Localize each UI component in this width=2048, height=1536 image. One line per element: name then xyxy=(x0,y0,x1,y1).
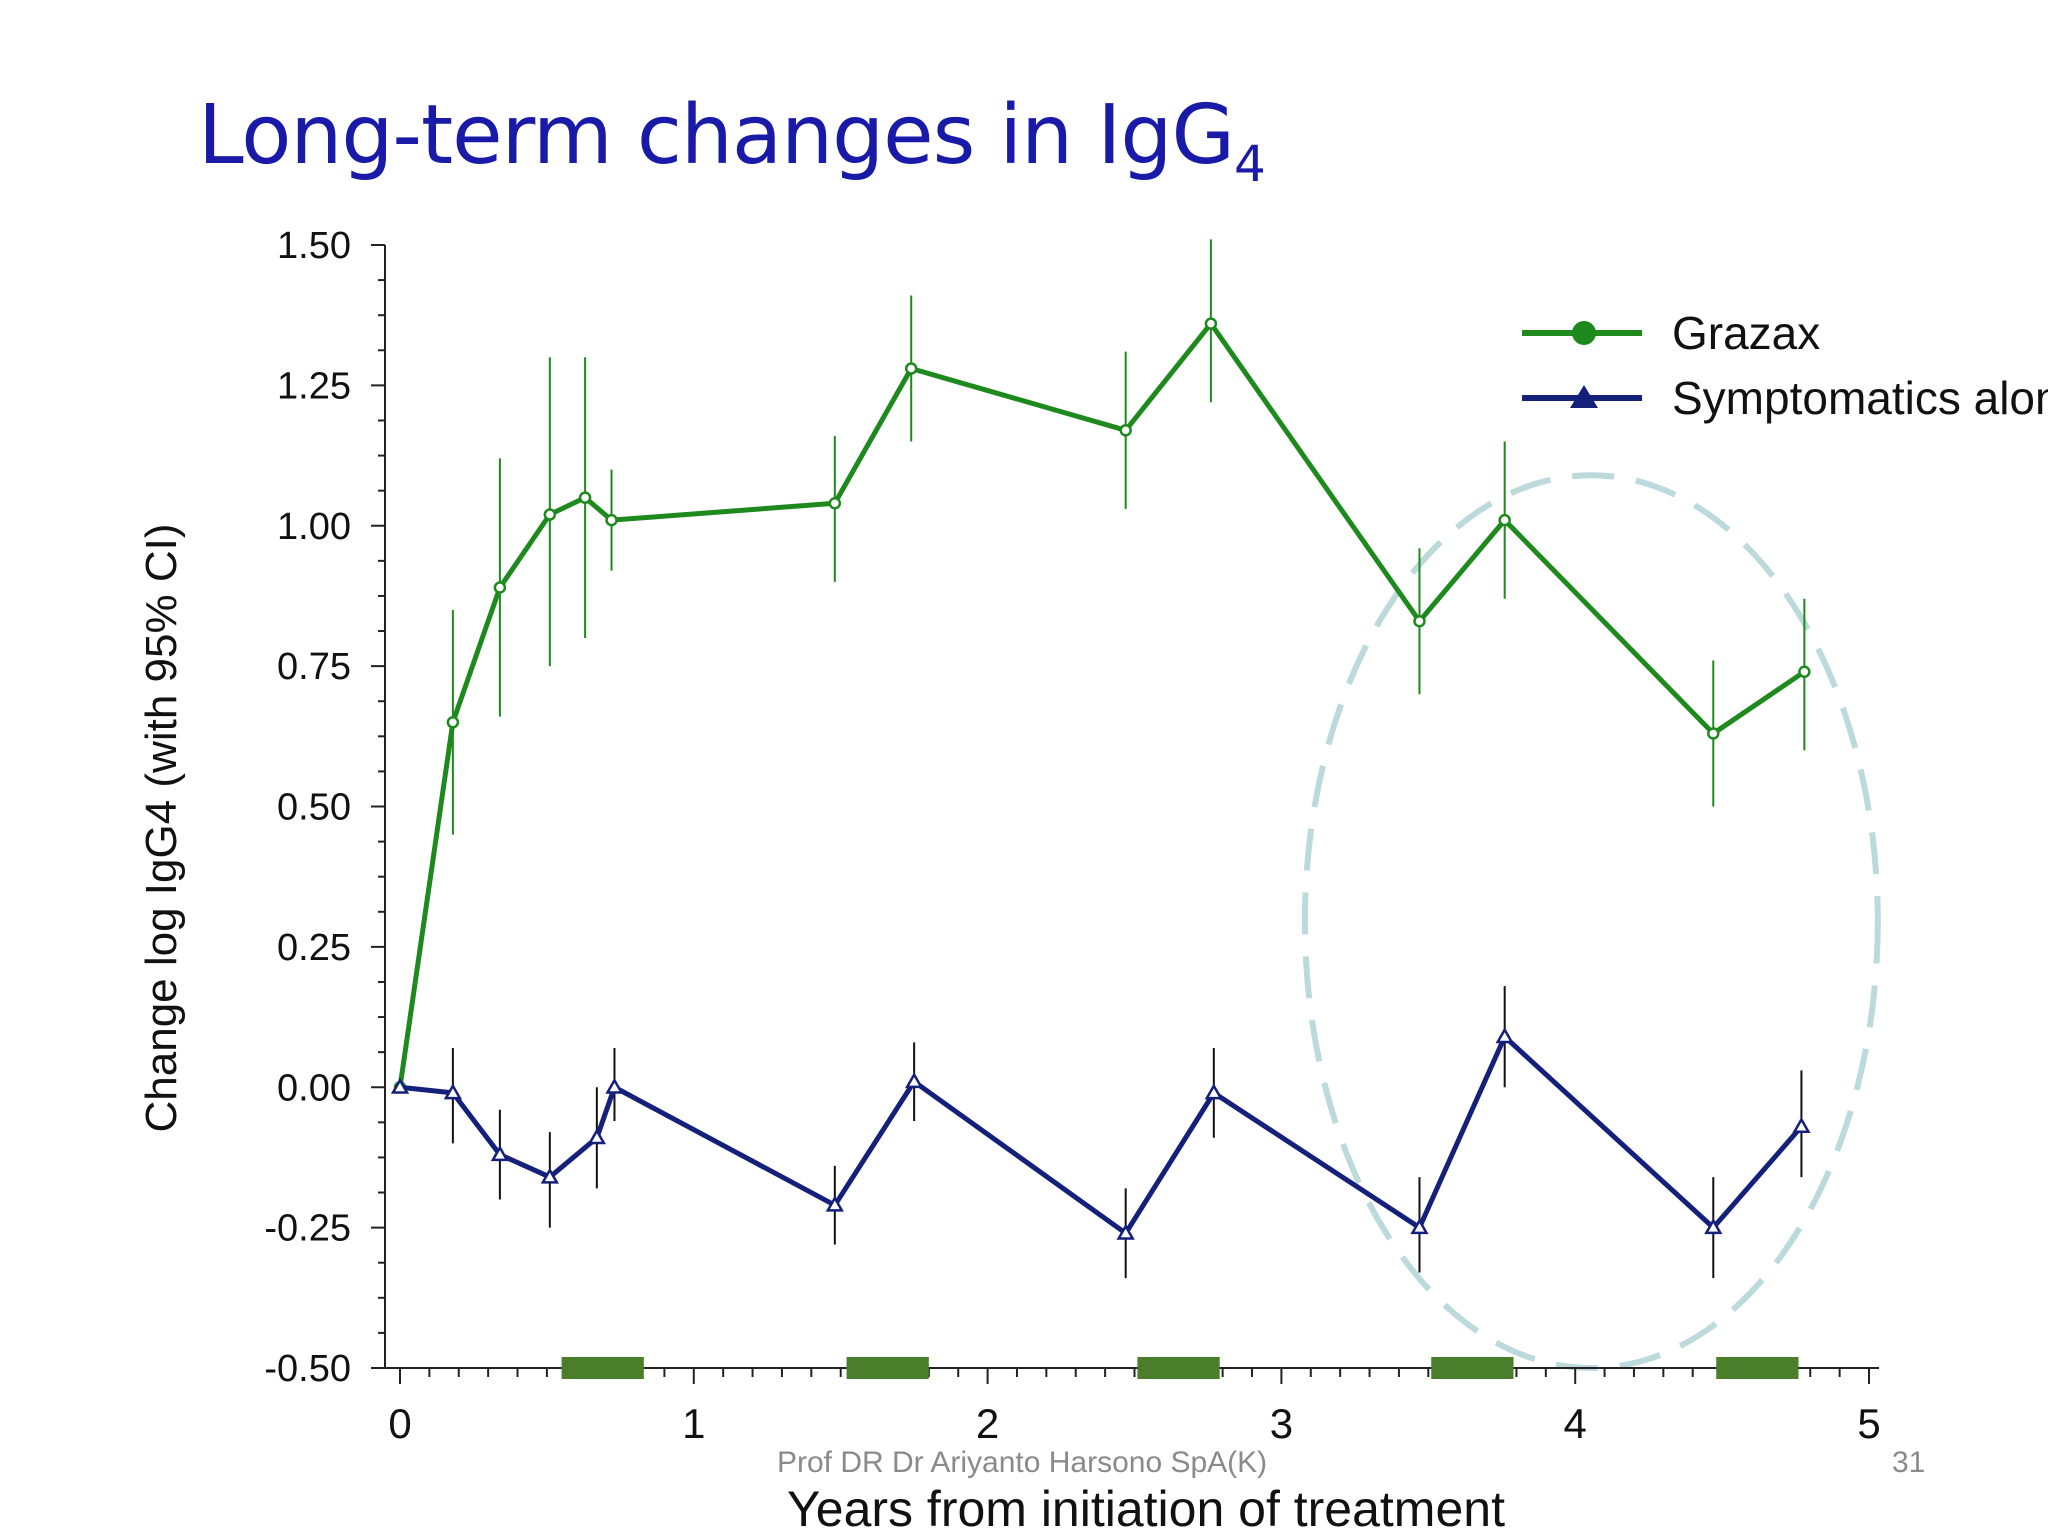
slide-title-subscript: 4 xyxy=(1234,135,1266,193)
grazax-point xyxy=(1204,317,1218,330)
legend-grazax-label: Grazax xyxy=(1672,307,1820,359)
symptomatics-point xyxy=(443,1083,463,1100)
grazax-point xyxy=(1498,513,1511,527)
x-tick-label: 5 xyxy=(1857,1400,1880,1447)
symptomatics-point xyxy=(540,1167,559,1184)
y-tick-label: 1.25 xyxy=(277,365,351,407)
x-tick-label: 2 xyxy=(976,1400,999,1447)
y-tick-label: 0.25 xyxy=(277,927,351,969)
y-tick-label: -0.50 xyxy=(264,1348,351,1390)
symptomatics-point xyxy=(1204,1083,1223,1100)
x-tick-label: 4 xyxy=(1564,1400,1587,1447)
symptomatics-point xyxy=(1116,1223,1135,1240)
axes: 1.50 1.25 1.00 0.75 0.50 0.25 0.00 -0.25 -0.50 0 1… xyxy=(264,225,1880,1447)
legend-grazax-marker xyxy=(1572,321,1596,345)
symptomatics-point xyxy=(1704,1218,1723,1235)
treatment-period-bar xyxy=(1137,1357,1220,1379)
grazax-point xyxy=(493,581,507,594)
symptomatics-point xyxy=(1495,1027,1514,1044)
slide-title-main: Long-term changes in IgG xyxy=(198,88,1235,183)
x-tick-label: 3 xyxy=(1270,1400,1293,1447)
grazax-line xyxy=(397,321,1806,1088)
grazax-point xyxy=(446,716,460,729)
y-tick-label: 1.50 xyxy=(277,225,351,267)
treatment-period-bar xyxy=(846,1357,929,1379)
symptomatics-point xyxy=(605,1077,624,1094)
grazax-point xyxy=(578,491,592,504)
grazax-point xyxy=(1413,614,1426,628)
symptomatics-point xyxy=(390,1077,410,1094)
symptomatics-line xyxy=(399,1034,1804,1236)
symptomatics-point xyxy=(904,1072,924,1089)
legend-symptomatics-label: Symptomatics alone xyxy=(1672,372,2048,424)
grazax-point xyxy=(605,513,618,527)
grazax-point xyxy=(904,362,918,375)
series-group xyxy=(390,239,1811,1279)
footer-author: Prof DR Dr Ariyanto Harsono SpA(K) xyxy=(777,1446,1268,1479)
treatment-periods xyxy=(561,1357,1799,1379)
y-tick-label: -0.25 xyxy=(264,1208,351,1250)
legend-symptomatics-marker xyxy=(1570,385,1598,408)
slide-title: Long-term changes in IgG4 xyxy=(198,88,1266,193)
x-tick-label: 1 xyxy=(682,1400,705,1447)
x-tick-label: 0 xyxy=(388,1400,411,1447)
grazax-point xyxy=(543,508,557,521)
symptomatics-point xyxy=(490,1145,510,1162)
treatment-period-bar xyxy=(561,1357,644,1379)
grazax-point xyxy=(1119,424,1132,437)
symptomatics-point xyxy=(1410,1218,1429,1235)
y-tick-label: 0.75 xyxy=(277,646,351,688)
grazax-point xyxy=(828,497,842,510)
symptomatics-point xyxy=(825,1195,844,1212)
y-axis-label: Change log IgG4 (with 95% CI) xyxy=(137,524,186,1133)
page-number: 31 xyxy=(1892,1446,1926,1479)
y-tick-label: 1.00 xyxy=(277,506,351,548)
symptomatics-point xyxy=(1792,1117,1811,1134)
symptomatics-point xyxy=(587,1128,606,1145)
treatment-period-bar xyxy=(1431,1357,1514,1379)
treatment-period-bar xyxy=(1716,1357,1799,1379)
y-tick-label: 0.00 xyxy=(277,1067,351,1109)
grazax-point xyxy=(1798,665,1811,678)
y-tick-label: 0.50 xyxy=(277,787,351,829)
x-axis-label: Years from initiation of treatment xyxy=(787,1481,1505,1536)
grazax-point xyxy=(1707,727,1720,740)
legend: Grazax Symptomatics alone xyxy=(1522,307,2048,424)
